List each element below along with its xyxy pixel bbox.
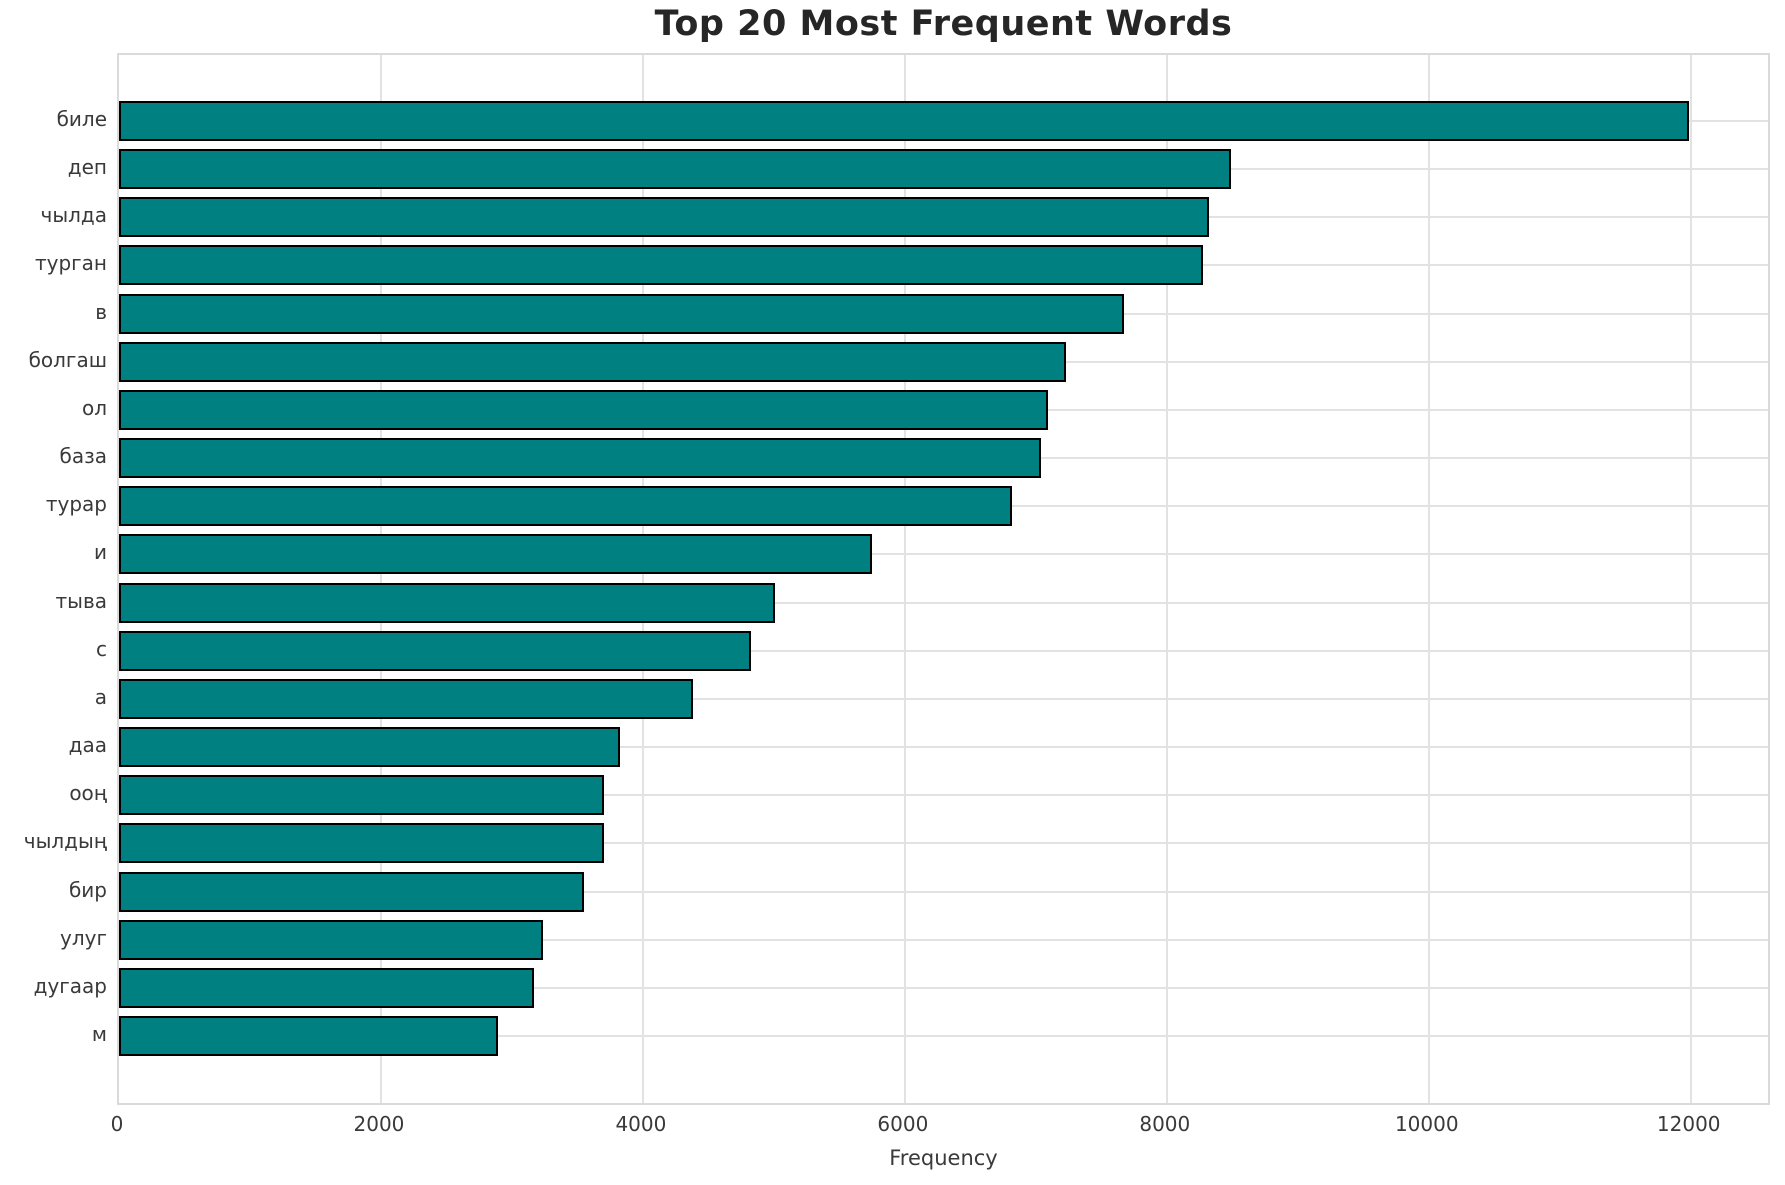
bar-в	[119, 293, 1124, 334]
bar-с	[119, 630, 751, 671]
y-axis-labels: биле деп чылда турган в болгаш ол база турар и тыв…	[0, 0, 107, 1185]
bar-улуг	[119, 919, 544, 960]
gridline-x-4000	[641, 55, 644, 1103]
gridline-y-13	[119, 697, 1768, 700]
y-tick-label-чылдың: чылдың	[23, 829, 107, 854]
bar-турар	[119, 486, 1013, 527]
y-tick-label-бир: бир	[68, 877, 107, 902]
bar-дугаар	[119, 967, 535, 1008]
bar-база	[119, 438, 1042, 479]
y-tick-label-тыва: тыва	[55, 588, 107, 613]
y-tick-label-чылда: чылда	[40, 203, 107, 228]
y-tick-label-турган: турган	[34, 251, 107, 276]
gridline-y-11	[119, 601, 1768, 604]
x-tick-label-8000: 8000	[1139, 1112, 1191, 1136]
bar-бир	[119, 871, 584, 912]
y-tick-label-с: с	[96, 636, 107, 661]
x-tick-label-12000: 12000	[1656, 1112, 1721, 1136]
x-tick-label-0: 0	[110, 1112, 124, 1136]
bar-тыва	[119, 582, 775, 623]
y-tick-label-улуг: улуг	[60, 925, 107, 950]
y-tick-label-турар: турар	[45, 492, 107, 517]
bar-ооң	[119, 775, 605, 816]
bar-м	[119, 1016, 498, 1056]
plot-area	[117, 53, 1770, 1105]
x-tick-label-10000: 10000	[1394, 1112, 1459, 1136]
bar-даа	[119, 727, 620, 768]
gridline-y-20	[119, 1035, 1768, 1037]
y-tick-label-даа: даа	[68, 733, 107, 758]
x-tick-label-4000: 4000	[615, 1112, 667, 1136]
y-tick-label-в: в	[95, 299, 107, 324]
gridline-y-19	[119, 986, 1768, 989]
gridline-y-10	[119, 553, 1768, 556]
y-tick-label-а: а	[94, 684, 107, 709]
gridline-x-8000	[1165, 55, 1168, 1103]
chart-title: Top 20 Most Frequent Words	[654, 4, 1233, 44]
y-tick-label-база: база	[59, 444, 107, 469]
y-tick-label-м: м	[91, 1022, 107, 1046]
bar-чылдың	[119, 823, 604, 864]
bar-деп	[119, 149, 1231, 190]
gridline-y-18	[119, 938, 1768, 941]
x-tick-label-6000: 6000	[877, 1112, 929, 1136]
y-tick-label-ооң: ооң	[69, 781, 107, 806]
x-tick-label-2000: 2000	[353, 1112, 405, 1136]
bar-биле	[119, 101, 1690, 141]
gridline-x-10000	[1427, 55, 1430, 1103]
x-axis-label: Frequency	[889, 1146, 998, 1170]
gridline-y-15	[119, 794, 1768, 797]
gridline-y-14	[119, 746, 1768, 749]
bar-а	[119, 678, 693, 719]
gridline-y-12	[119, 649, 1768, 652]
bar-турган	[119, 245, 1203, 286]
gridline-y-16	[119, 842, 1768, 845]
y-tick-label-болгаш: болгаш	[28, 347, 107, 372]
x-axis-ticks: 0 2000 4000 6000 8000 10000 12000	[111, 1112, 1770, 1142]
y-tick-label-дугаар: дугаар	[33, 973, 107, 998]
gridline-x-12000	[1689, 55, 1692, 1103]
y-tick-label-ол: ол	[81, 395, 107, 420]
bar-и	[119, 534, 873, 575]
y-tick-label-и: и	[94, 540, 107, 565]
gridline-x-6000	[903, 55, 906, 1103]
gridline-y-17	[119, 890, 1768, 893]
y-tick-label-деп: деп	[67, 155, 107, 180]
bar-ол	[119, 389, 1049, 430]
bar-чылда	[119, 197, 1209, 238]
bar-болгаш	[119, 341, 1066, 382]
gridline-x-2000	[379, 55, 382, 1103]
y-tick-label-биле: биле	[56, 107, 107, 131]
